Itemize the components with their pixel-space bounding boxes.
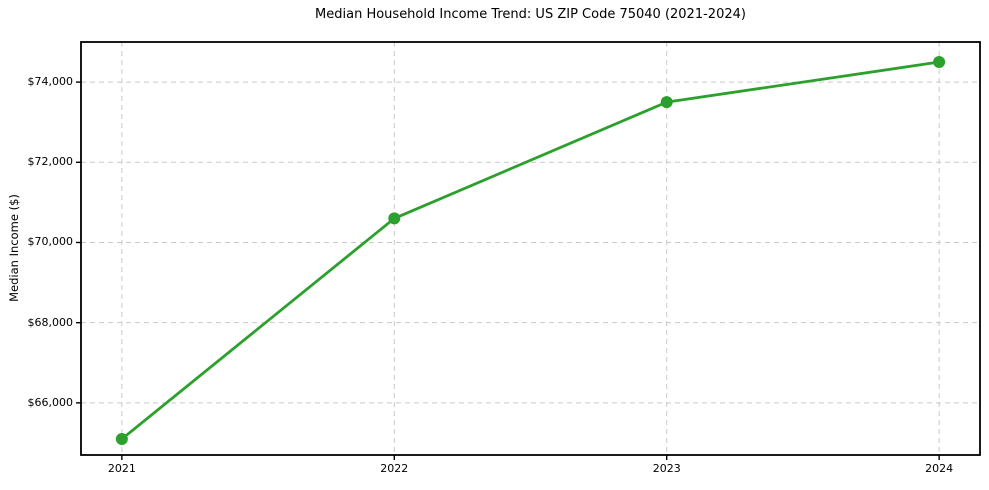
y-tick-label: $72,000 [27,155,74,169]
data-point-2021 [115,432,128,445]
y-tick-label: $70,000 [27,235,74,249]
data-point-2023 [660,96,673,109]
x-tick-label: 2022 [380,462,409,475]
x-tick-label: 2023 [652,462,681,475]
data-point-2022 [388,212,401,225]
x-tick-label: 2024 [925,462,954,475]
y-tick-label: $68,000 [27,315,74,329]
income-line-series [120,60,940,441]
chart-title: Median Household Income Trend: US ZIP Co… [315,7,746,22]
y-tick-label: $66,000 [27,395,74,409]
plot-border [80,41,981,456]
y-tick-label: $74,000 [27,75,74,89]
x-tick-label: 2021 [107,462,136,475]
data-point-2024 [933,56,946,69]
